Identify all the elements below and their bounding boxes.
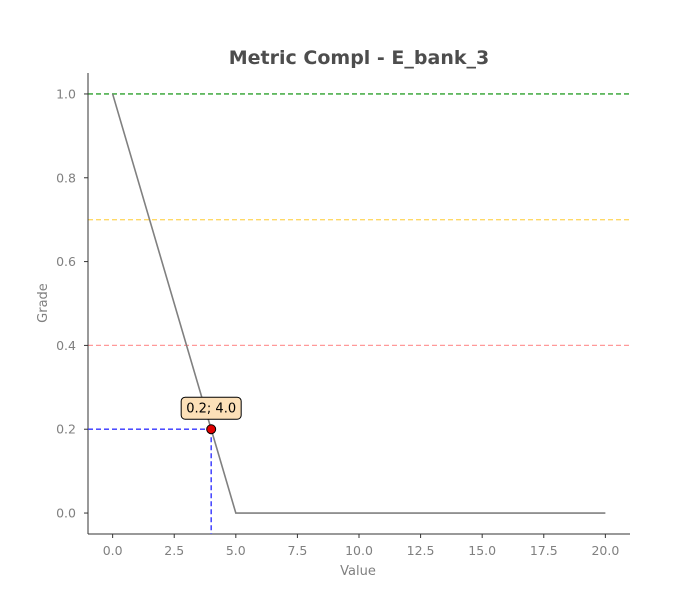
y-tick-label: 0.4 [56,338,76,353]
highlight-group: 0.2; 4.0 [88,396,242,534]
y-tick-label: 1.0 [56,86,76,101]
series-line [111,93,606,514]
x-axis-label: Value [340,564,376,579]
y-tick-label: 0.6 [56,254,76,269]
series-group [111,93,606,514]
axes [87,73,630,535]
x-tick-label: 5.0 [226,543,246,558]
x-tick-label: 0.0 [103,543,123,558]
x-tick-label: 15.0 [468,543,496,558]
y-ticks: 0.0 0.2 0.4 0.6 0.8 1.0 [56,86,88,521]
threshold-lines [88,93,630,347]
y-tick-label: 0.8 [56,170,76,185]
highlight-label: 0.2; 4.0 [186,402,236,417]
x-tick-label: 12.5 [407,543,435,558]
highlight-label-box [180,396,242,420]
x-tick-label: 7.5 [287,543,307,558]
y-tick-label: 0.0 [56,506,76,521]
y-tick-label: 0.2 [56,422,76,437]
x-tick-label: 17.5 [530,543,558,558]
y-axis-label: Grade [36,283,51,323]
chart-title: Metric Compl - E_bank_3 [229,47,489,69]
x-tick-label: 10.0 [345,543,373,558]
x-tick-label: 2.5 [164,543,184,558]
highlight-point [206,424,217,435]
x-tick-label: 20.0 [591,543,619,558]
x-ticks: 0.0 2.5 5.0 7.5 10.0 12.5 15.0 17.5 20.0 [103,534,619,558]
